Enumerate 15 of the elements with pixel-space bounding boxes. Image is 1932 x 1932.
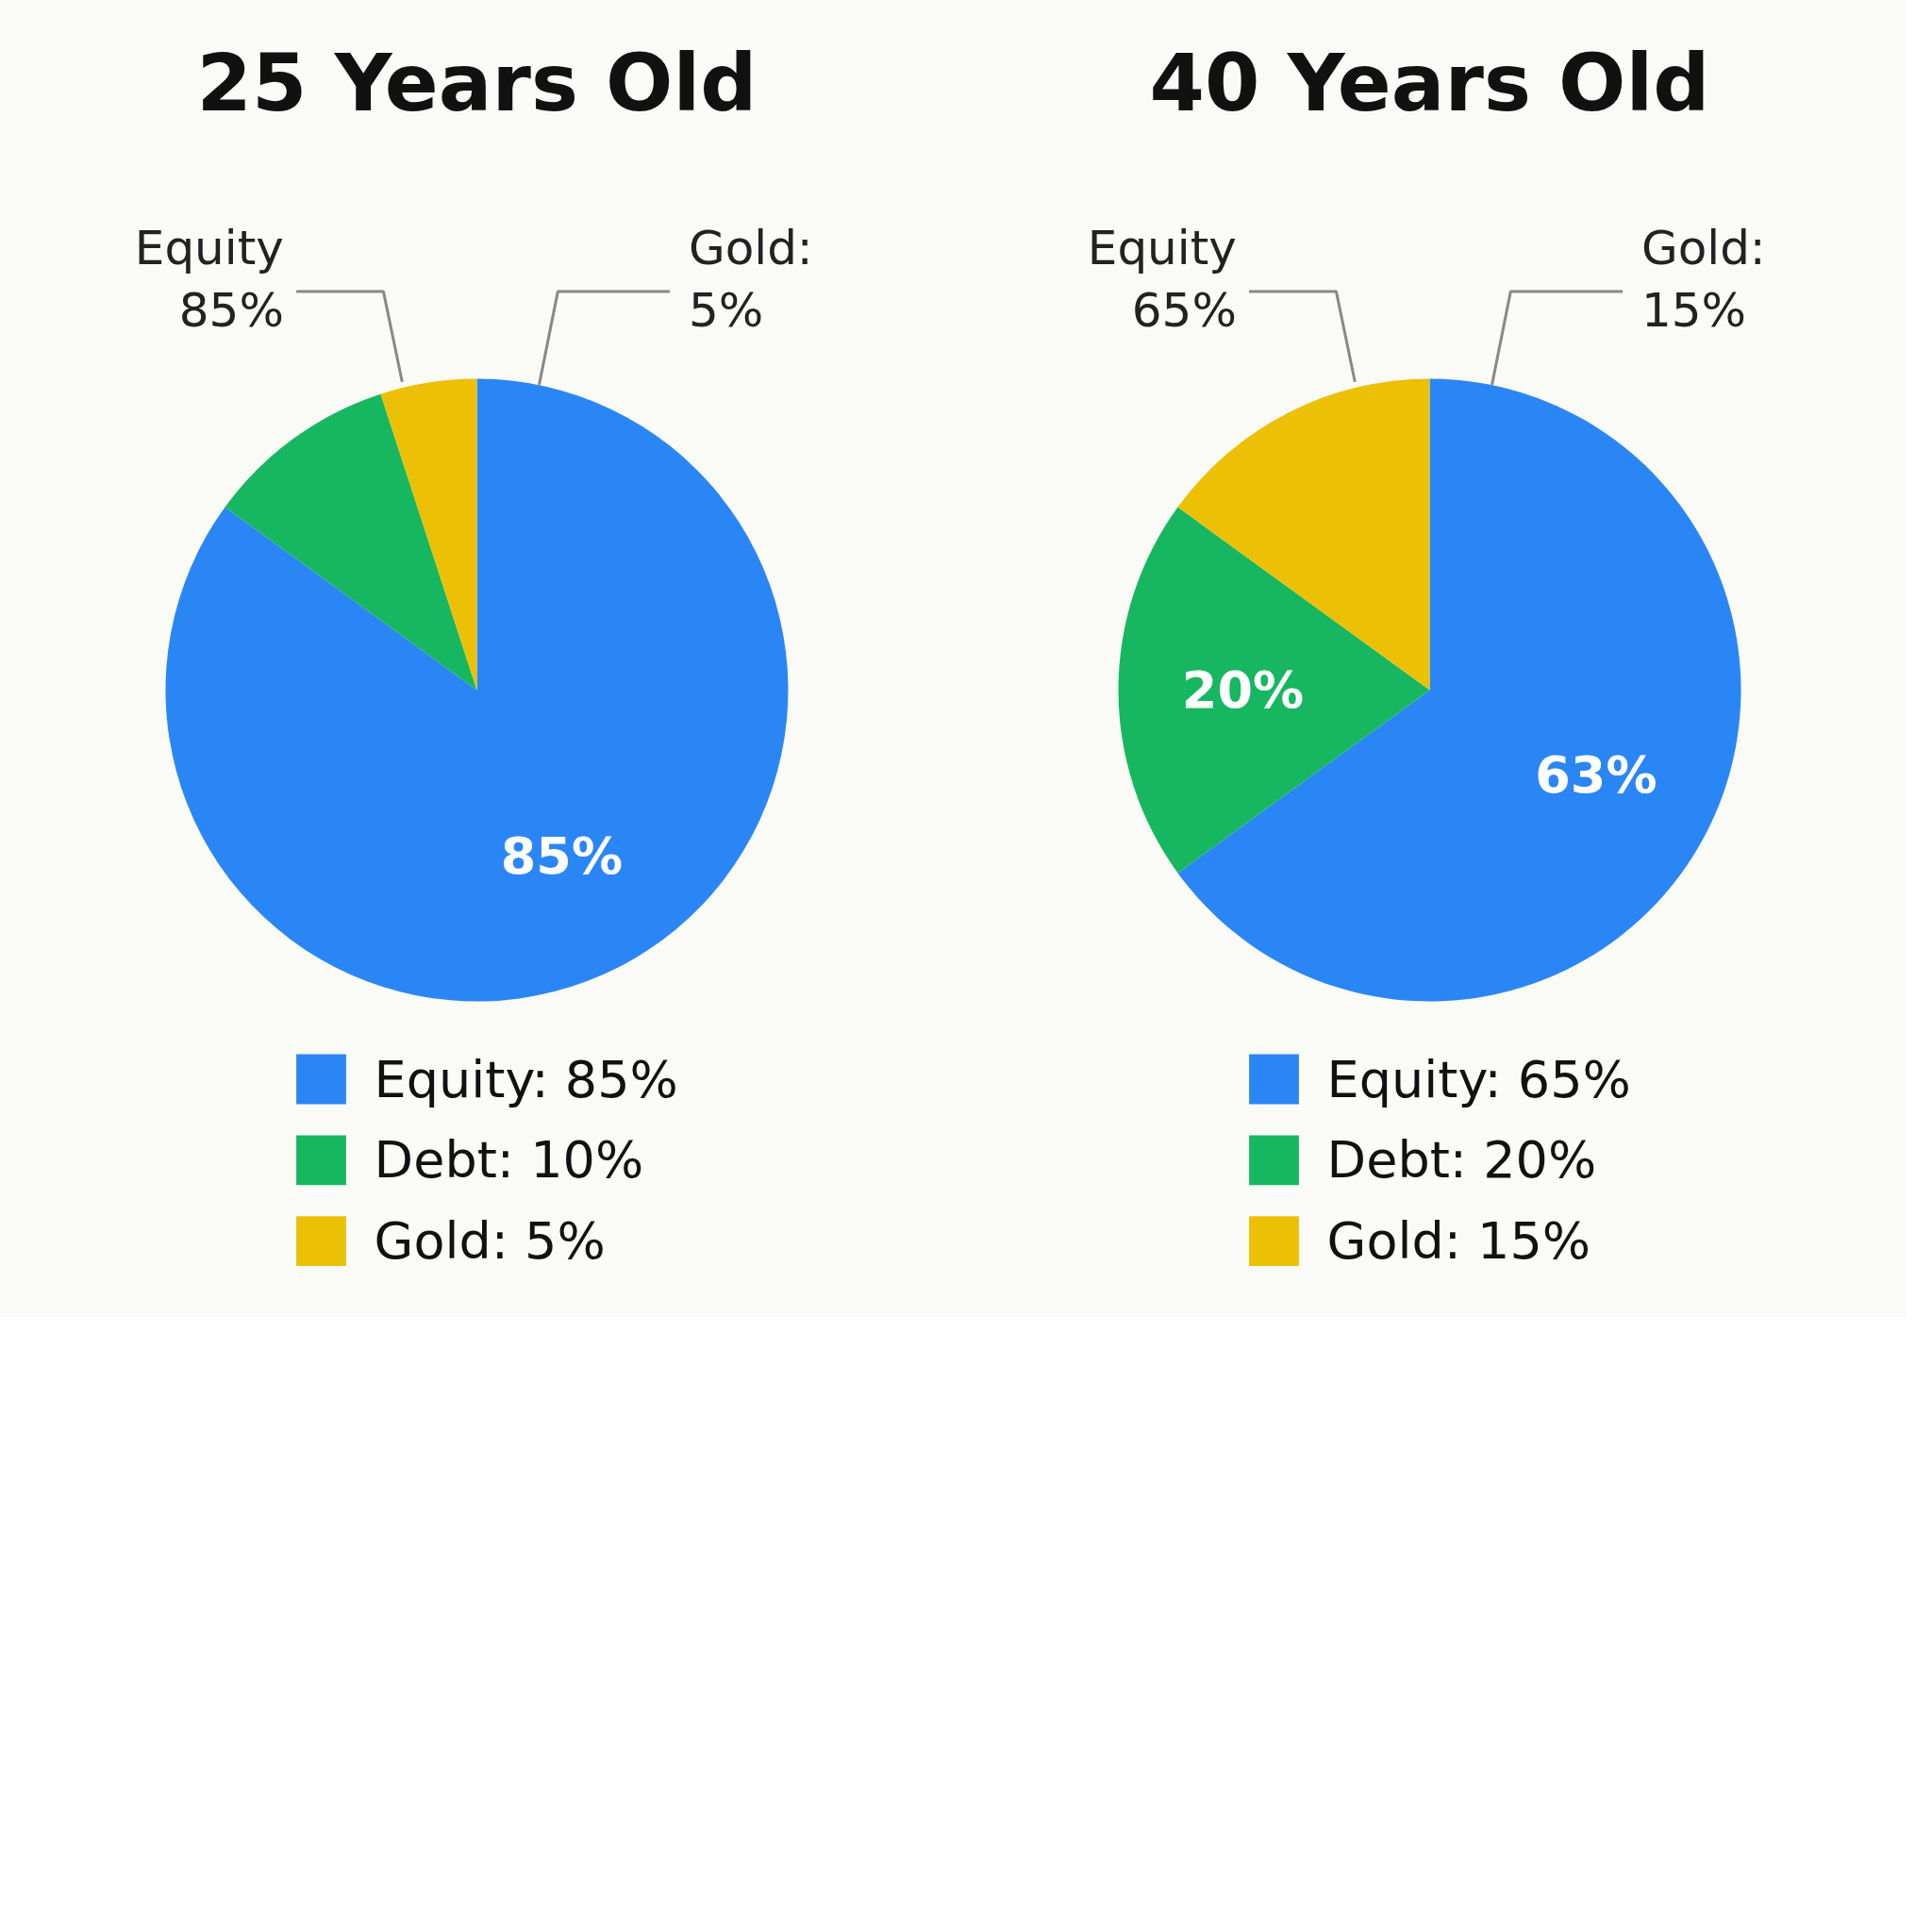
legend-label: Debt: 20% <box>1326 1130 1597 1191</box>
text: 63% <box>1535 744 1657 805</box>
data-label: 20% <box>1181 660 1305 720</box>
legend-label: Equity: 85% <box>374 1049 678 1109</box>
text: Gold: 15% <box>1641 220 1766 339</box>
text: Equity 65% <box>1087 220 1237 339</box>
chart-title: 25 Years Old <box>196 37 758 129</box>
legend-label: Debt: 10% <box>374 1130 644 1191</box>
chart-title: 40 Years Old <box>1149 37 1710 129</box>
text: Equity 85% <box>134 220 284 339</box>
text: Gold: 5% <box>688 220 813 339</box>
legend-label: Gold: 5% <box>374 1211 606 1272</box>
data-label: 85% <box>500 826 624 887</box>
legend-label: Gold: 15% <box>1326 1211 1591 1272</box>
legend-label: Equity: 65% <box>1326 1049 1631 1109</box>
